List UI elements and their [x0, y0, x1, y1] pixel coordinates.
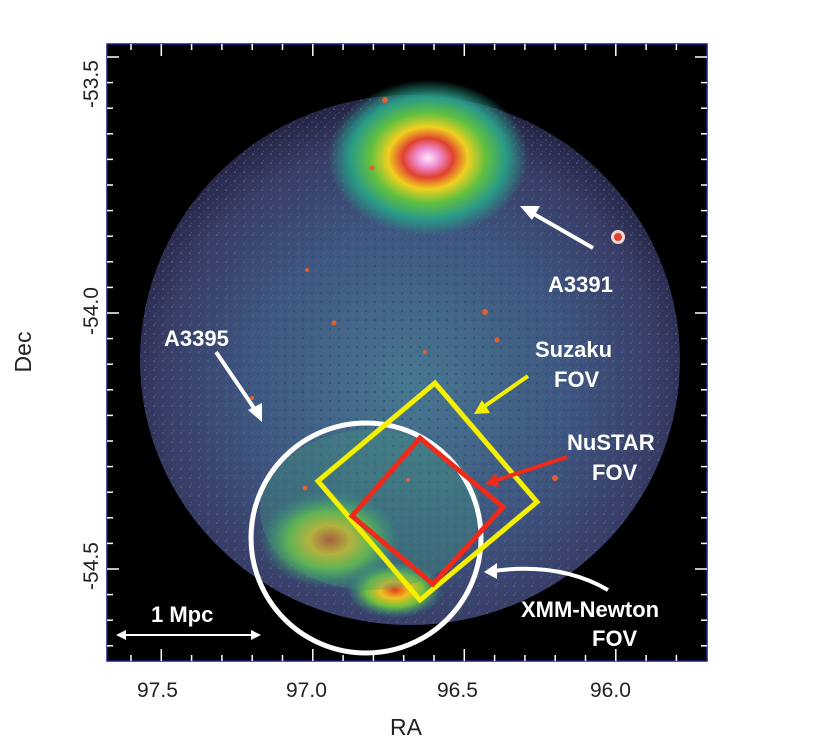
label-nustar-fov: FOV	[592, 460, 638, 485]
label-xmm-newton: XMM-Newton	[521, 597, 659, 622]
x-tick-label: 97.0	[286, 679, 327, 702]
x-tick-label: 96.5	[437, 679, 478, 702]
y-tick-label: -54.0	[80, 287, 103, 335]
label-suzaku-fov: FOV	[554, 367, 600, 392]
a3395-emission-west	[260, 492, 400, 588]
label-nustar: NuSTAR	[567, 430, 655, 455]
nustar-fov-box	[348, 434, 507, 588]
a3395-emission-east	[347, 562, 443, 618]
point-sources	[250, 97, 625, 491]
x-tick-label: 97.5	[137, 679, 178, 702]
y-axis-title: Dec	[10, 332, 36, 373]
label-suzaku: Suzaku	[535, 337, 612, 362]
label-a3391: A3391	[548, 272, 613, 297]
axis-ticks	[107, 44, 707, 661]
label-xmm-fov: FOV	[592, 626, 638, 651]
label-a3395: A3395	[164, 326, 229, 351]
suzaku-fov-box	[314, 379, 541, 604]
xmm-newton-fov-circle	[248, 420, 484, 656]
plot-frame	[106, 43, 708, 662]
y-tick-label: -54.5	[80, 542, 103, 590]
y-tick-label: -53.5	[80, 60, 103, 108]
image-panel	[107, 44, 707, 661]
x-tick-label: 96.0	[590, 679, 631, 702]
x-axis-title: RA	[390, 714, 423, 740]
annotation-arrows	[116, 206, 610, 640]
label-scale-bar: 1 Mpc	[151, 602, 213, 627]
a3391-emission	[328, 80, 528, 236]
